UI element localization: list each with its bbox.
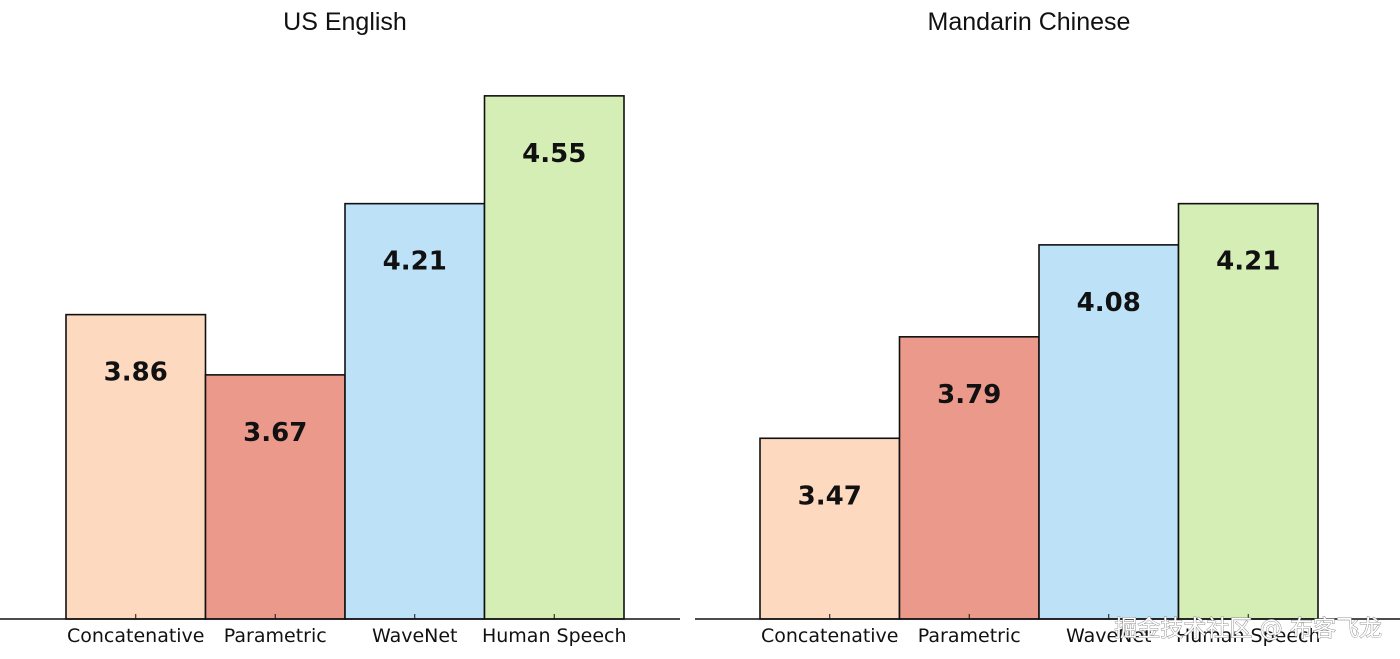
x-tick-label-human-speech: Human Speech [1176,625,1321,647]
panel-us-english: US English 3.86 Concatenative 3.67 Parametr… [0,8,680,647]
value-label-human-speech: 4.21 [1216,247,1280,277]
watermark: 掘金技术社区 @ 布客飞龙 [1114,616,1382,642]
value-label-human-speech: 4.55 [522,139,586,169]
value-label-concatenative: 3.47 [798,481,862,511]
x-tick-label-wavenet: WaveNet [372,625,458,647]
bar-concatenative [759,437,901,620]
x-tick-label-concatenative: Concatenative [67,625,205,647]
bar-wavenet [1038,244,1180,620]
value-label-concatenative: 3.86 [104,358,168,388]
value-label-wavenet: 4.08 [1077,288,1141,318]
bar-parametric [204,374,346,620]
chart-title-mandarin-chinese: Mandarin Chinese [928,8,1131,36]
x-tick-label-wavenet: WaveNet [1066,625,1152,647]
value-label-parametric: 3.67 [243,418,307,448]
bar-human-speech [1177,202,1319,620]
bar-wavenet [344,202,486,620]
panel-mandarin-chinese: Mandarin Chinese 3.47 Concatenative 3.79 Pa… [695,8,1400,647]
x-tick-label-human-speech: Human Speech [482,625,627,647]
bar-human-speech [483,95,625,620]
bar-concatenative [65,313,207,620]
bar-parametric [898,336,1040,620]
value-label-wavenet: 4.21 [383,247,447,277]
value-label-parametric: 3.79 [937,380,1001,410]
x-tick-label-parametric: Parametric [918,625,1021,647]
x-tick-label-parametric: Parametric [224,625,327,647]
chart-title-us-english: US English [283,8,407,36]
x-tick-label-concatenative: Concatenative [761,625,899,647]
